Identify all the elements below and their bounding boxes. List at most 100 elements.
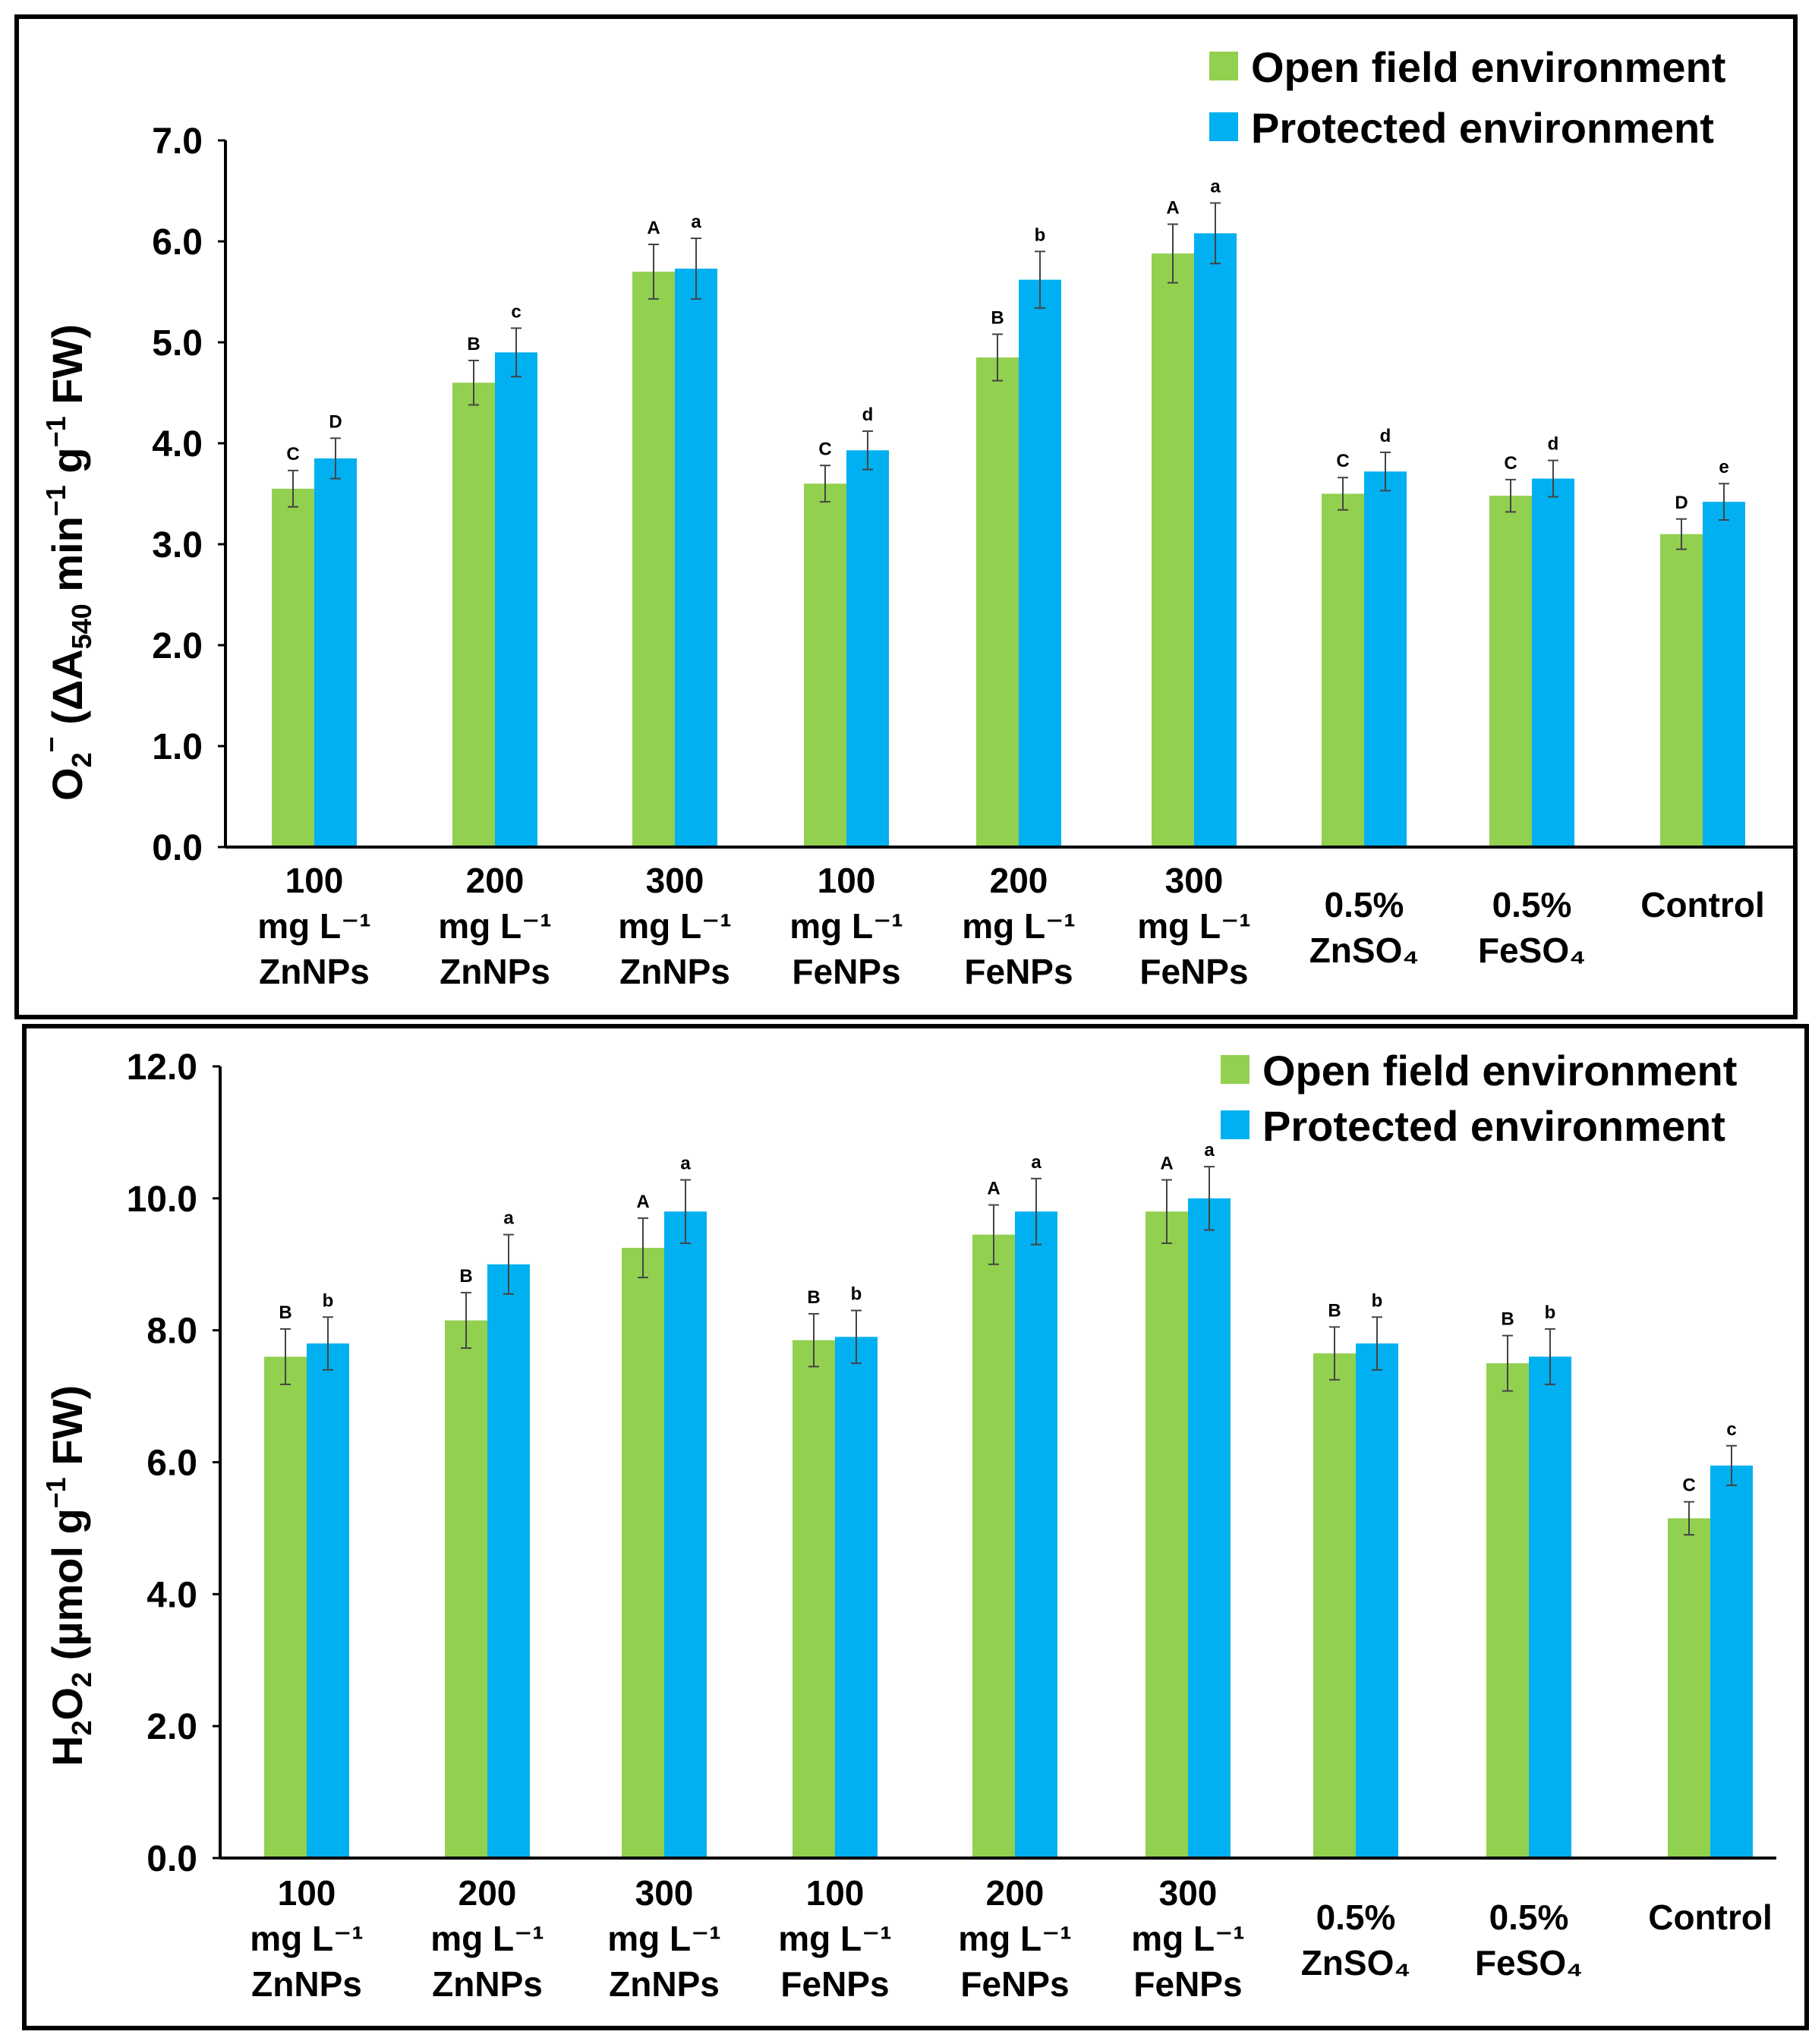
significance-letter: a <box>691 212 701 232</box>
category-label: mg L⁻¹ <box>1137 906 1250 946</box>
bar-open-0 <box>272 488 314 847</box>
significance-letter: A <box>1160 1153 1173 1173</box>
category-label: mg L⁻¹ <box>438 906 551 946</box>
y-tick-label: 2.0 <box>152 626 203 666</box>
significance-letter: d <box>862 405 874 425</box>
category-label: mg L⁻¹ <box>250 1919 363 1958</box>
y-tick-label: 10.0 <box>127 1179 197 1220</box>
bar-open-4 <box>972 1234 1015 1858</box>
significance-letter: b <box>1035 225 1046 245</box>
bar-open-4 <box>976 357 1019 847</box>
category-label: ZnSO₄ <box>1309 931 1420 970</box>
bar-protected-1 <box>487 1264 530 1858</box>
o2-chart-legend: Open field environment Protected environ… <box>1209 43 1725 152</box>
category-label: ZnNPs <box>251 1964 362 2004</box>
significance-letter: b <box>1372 1290 1383 1311</box>
significance-letter: a <box>1204 1140 1215 1161</box>
y-tick-label: 5.0 <box>152 323 203 364</box>
significance-letter: a <box>503 1208 514 1229</box>
category-label: FeSO₄ <box>1475 1943 1583 1983</box>
category-label: mg L⁻¹ <box>618 906 731 946</box>
category-label: FeNPs <box>1139 952 1248 991</box>
significance-letter: A <box>1166 197 1179 218</box>
legend-label-protected: Protected environment <box>1251 104 1714 152</box>
bottom-panel-frame <box>22 1024 1809 2030</box>
y-tick-label: 3.0 <box>152 525 203 565</box>
h2o2-chart-y-ticks: 0.0 2.0 4.0 6.0 8.0 10.0 12.0 <box>127 1047 220 1879</box>
y-tick-label: 6.0 <box>147 1444 197 1484</box>
legend-swatch-open <box>1221 1055 1249 1084</box>
bar-protected-2 <box>664 1211 707 1858</box>
category-label: 300 <box>1159 1873 1218 1913</box>
h2o2-chart-bars: B B A B A A B B Cb a a b a a b b c <box>264 1140 1753 1858</box>
category-label: FeNPs <box>964 952 1073 991</box>
significance-letter: B <box>1501 1309 1514 1330</box>
bar-protected-0 <box>314 458 357 847</box>
bar-open-8 <box>1660 534 1703 847</box>
significance-letter: d <box>1380 426 1391 446</box>
significance-letter: c <box>1726 1419 1736 1440</box>
h2o2-chart-legend: Open field environment Protected environ… <box>1221 1047 1737 1150</box>
bar-open-1 <box>452 383 495 847</box>
significance-letter: C <box>1504 453 1517 474</box>
h2o2-y-axis-label: H2O2 (µmol g−1 FW) <box>40 1385 97 1766</box>
bar-protected-4 <box>1015 1211 1057 1858</box>
category-label: 0.5% <box>1325 885 1404 924</box>
category-label: 100 <box>285 861 344 900</box>
significance-letter: B <box>991 307 1004 328</box>
h2o2-chart-categories: 100 mg L⁻¹ ZnNPs 200 mg L⁻¹ ZnNPs 300 mg L⁻¹ ZnN… <box>250 1873 1773 2004</box>
category-label: ZnNPs <box>619 952 730 991</box>
bar-open-5 <box>1145 1211 1188 1858</box>
significance-letter: D <box>1675 493 1688 513</box>
legend-label-open: Open field environment <box>1251 43 1725 91</box>
top-panel-frame <box>14 14 1798 1019</box>
category-label: FeNPs <box>780 1964 889 2004</box>
legend-swatch-protected <box>1209 112 1238 141</box>
bar-protected-3 <box>835 1337 878 1858</box>
category-label: mg L⁻¹ <box>607 1919 720 1958</box>
category-label: ZnNPs <box>609 1964 720 2004</box>
significance-letter: B <box>807 1287 820 1308</box>
bar-protected-8 <box>1703 502 1745 847</box>
o2-chart-axes <box>224 140 1793 849</box>
bar-protected-7 <box>1532 478 1574 847</box>
category-label: 300 <box>635 1873 694 1913</box>
significance-letter: A <box>987 1179 1000 1199</box>
bar-protected-6 <box>1364 471 1407 847</box>
significance-letter: C <box>286 444 299 465</box>
significance-letter: c <box>511 301 521 322</box>
y-tick-label: 8.0 <box>147 1312 197 1352</box>
legend-label-protected: Protected environment <box>1262 1102 1725 1150</box>
y-tick-label: 12.0 <box>127 1047 197 1088</box>
category-label: 0.5% <box>1489 1898 1569 1937</box>
category-label: FeSO₄ <box>1478 931 1586 970</box>
significance-letter: B <box>467 334 480 354</box>
category-label: mg L⁻¹ <box>962 906 1075 946</box>
significance-letter: D <box>329 411 342 432</box>
significance-letter: b <box>1545 1302 1556 1323</box>
o2-chart-y-ticks: 0.0 1.0 2.0 3.0 4.0 5.0 6.0 7.0 <box>152 121 225 868</box>
significance-letter: a <box>680 1153 691 1173</box>
category-label: 300 <box>646 861 704 900</box>
bar-open-8 <box>1668 1518 1710 1858</box>
category-label: mg L⁻¹ <box>778 1919 891 1958</box>
legend-swatch-open <box>1209 52 1238 80</box>
legend-swatch-protected <box>1221 1110 1249 1139</box>
bar-open-2 <box>622 1248 664 1858</box>
significance-letter: b <box>323 1290 334 1311</box>
significance-letter: B <box>279 1302 291 1323</box>
category-label: ZnNPs <box>432 1964 543 2004</box>
category-label: 100 <box>278 1873 336 1913</box>
bar-protected-2 <box>675 268 717 847</box>
y-tick-label: 7.0 <box>152 121 203 162</box>
significance-letter: A <box>636 1192 649 1212</box>
y-tick-label: 2.0 <box>147 1707 197 1747</box>
legend-label-open: Open field environment <box>1262 1047 1737 1094</box>
bar-open-6 <box>1322 493 1364 847</box>
significance-letter: B <box>1328 1300 1341 1321</box>
o2-chart-bars: C B A C B A C C D Dc a d b a d d e <box>272 176 1745 848</box>
significance-letter: A <box>647 218 660 238</box>
y-tick-label: 6.0 <box>152 222 203 263</box>
